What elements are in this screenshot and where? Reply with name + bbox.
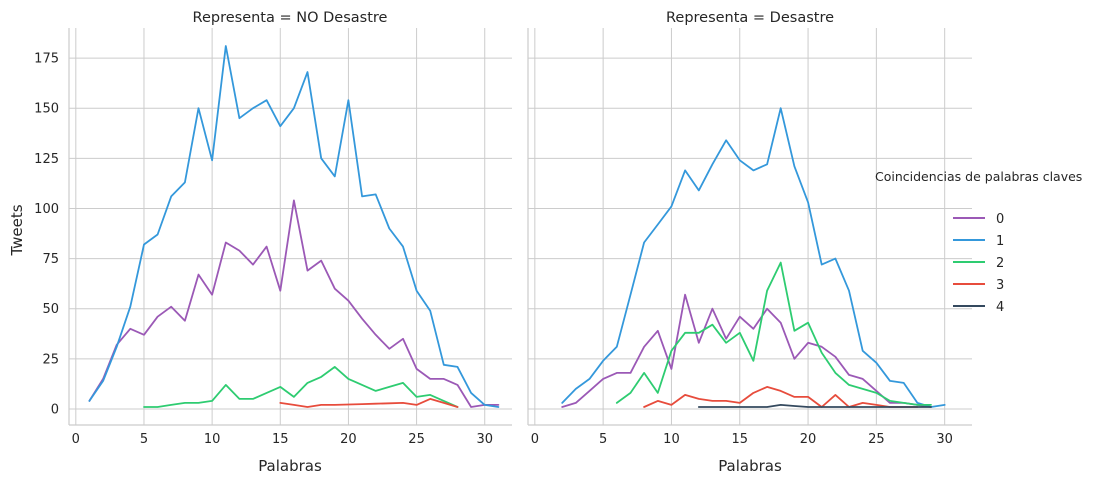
x-tick-label: 0 [72, 432, 80, 447]
panel-title-no-desastre: Representa = NO Desastre [193, 10, 388, 26]
series-line-0 [561, 293, 932, 408]
y-tick-label: 150 [34, 102, 59, 117]
x-tick-label: 0 [531, 432, 539, 447]
y-tick-label: 125 [34, 152, 59, 167]
legend-label-3: 3 [996, 278, 1004, 293]
x-tick-label: 5 [140, 432, 148, 447]
legend-label-1: 1 [996, 234, 1004, 249]
panel-title-desastre: Representa = Desastre [666, 10, 834, 26]
legend-label-4: 4 [996, 300, 1004, 315]
x-tick-label: 15 [272, 432, 289, 447]
series-line-1 [561, 107, 946, 408]
x-axis-title-right: Palabras [718, 457, 782, 475]
series-line-2 [615, 261, 932, 406]
x-tick-label: 10 [204, 432, 221, 447]
x-tick-label: 30 [476, 432, 493, 447]
x-tick-label: 30 [936, 432, 953, 447]
series-line-3 [643, 385, 919, 408]
panel-desastre: Representa = Desastre 0 5 10 15 20 25 30 [527, 10, 972, 447]
y-tick-label: 0 [51, 402, 59, 417]
x-tick-label: 20 [340, 432, 357, 447]
y-axis-title: Tweets [8, 204, 26, 256]
y-tick-label: 175 [34, 52, 59, 67]
y-tick-label: 75 [42, 252, 59, 267]
y-tick-label: 100 [34, 202, 59, 217]
series-line-2 [143, 365, 459, 408]
panel-no-desastre: Representa = NO Desastre 0 5 10 15 20 25 30 0 25… [34, 10, 512, 447]
x-tick-label: 25 [868, 432, 885, 447]
series-line-1 [88, 45, 500, 408]
legend-title: Coincidencias de palabras claves [875, 169, 1082, 184]
y-tick-label: 50 [42, 302, 59, 317]
series-line-4 [697, 403, 932, 408]
x-tick-label: 15 [731, 432, 748, 447]
series-line-0 [88, 199, 500, 408]
series-line-3 [279, 397, 459, 408]
x-axis-title-left: Palabras [258, 457, 322, 475]
legend: Coincidencias de palabras claves 0 1 2 3 4 [875, 169, 1082, 315]
x-tick-label: 20 [800, 432, 817, 447]
legend-label-2: 2 [996, 256, 1004, 271]
x-tick-label: 10 [663, 432, 680, 447]
y-tick-label: 25 [42, 352, 59, 367]
x-tick-label: 5 [599, 432, 607, 447]
legend-label-0: 0 [996, 212, 1004, 227]
x-tick-label: 25 [408, 432, 425, 447]
